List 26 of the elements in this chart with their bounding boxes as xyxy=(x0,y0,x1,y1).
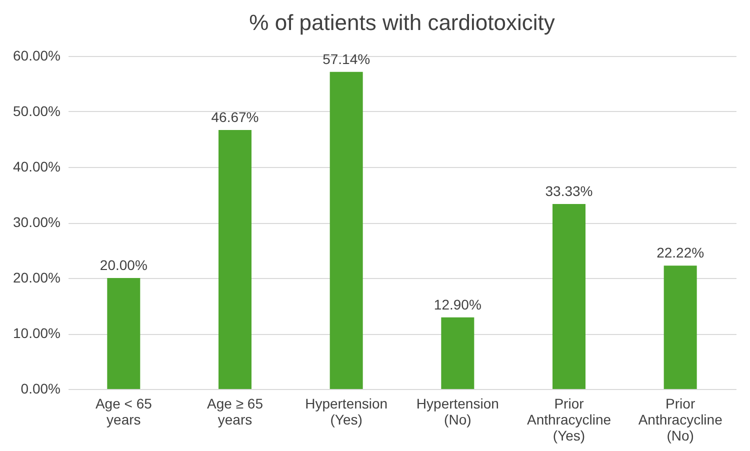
data-label: 22.22% xyxy=(656,244,704,261)
y-tick-label: 40.00% xyxy=(13,158,60,174)
y-tick-label: 30.00% xyxy=(13,214,60,230)
y-tick-label: 10.00% xyxy=(13,325,60,341)
data-label: 20.00% xyxy=(100,257,148,273)
y-tick-label: 60.00% xyxy=(13,48,60,64)
x-tick-label: Age < 65 years xyxy=(95,396,152,428)
x-tick-label: Hypertension (Yes) xyxy=(305,396,388,428)
data-label: 33.33% xyxy=(545,183,593,200)
bar xyxy=(664,266,697,389)
data-label: 12.90% xyxy=(434,296,482,312)
x-tick-label: Prior Anthracycline (No) xyxy=(638,396,723,444)
x-tick-label: Hypertension (No) xyxy=(416,396,499,428)
y-tick-label: 50.00% xyxy=(13,103,60,119)
y-tick-label: 20.00% xyxy=(13,270,60,286)
x-tick-label: Prior Anthracycline (Yes) xyxy=(526,396,612,444)
bar xyxy=(218,130,252,389)
data-label: 46.67% xyxy=(211,108,259,125)
chart-title: % of patients with cardiotoxicity xyxy=(249,10,555,35)
data-label: 57.14% xyxy=(322,50,370,67)
y-tick-label: 0.00% xyxy=(20,380,60,396)
bar xyxy=(330,72,363,389)
bar xyxy=(441,317,474,389)
x-tick-label: Age ≥ 65 years xyxy=(207,396,264,428)
bar xyxy=(107,278,140,389)
bar xyxy=(552,204,586,389)
